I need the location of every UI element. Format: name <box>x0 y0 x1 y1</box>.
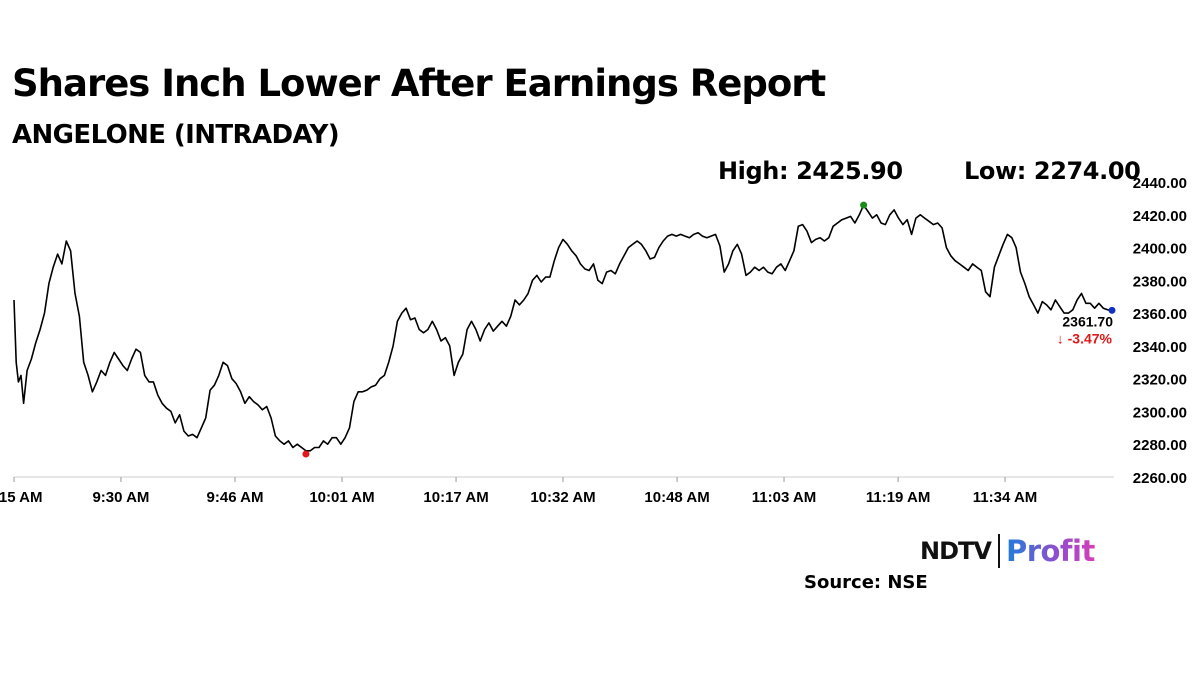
chart-title: Shares Inch Lower After Earnings Report <box>12 62 826 105</box>
last-price-marker <box>1108 306 1116 314</box>
x-tick-label: 10:48 AM <box>644 489 709 506</box>
y-tick-label: 2400.00 <box>1133 241 1187 258</box>
x-tick-label: 11:03 AM <box>752 489 816 506</box>
y-tick-label: 2260.00 <box>1133 470 1187 487</box>
x-tick-label: 9:46 AM <box>207 489 264 506</box>
y-tick-label: 2320.00 <box>1133 372 1187 389</box>
y-tick-label: 2440.00 <box>1133 175 1187 192</box>
logo-ndtv-text: NDTV <box>920 537 992 565</box>
price-change-label: ↓ -3.47% <box>1057 330 1113 346</box>
y-tick-label: 2280.00 <box>1133 437 1187 454</box>
y-tick-label: 2300.00 <box>1133 404 1187 421</box>
low-stat: Low: 2274.00 <box>964 157 1141 185</box>
y-tick-label: 2360.00 <box>1133 306 1187 323</box>
ndtv-profit-logo: NDTV Profit <box>920 533 1095 569</box>
y-tick-label: 2420.00 <box>1133 208 1187 225</box>
y-tick-label: 2340.00 <box>1133 339 1187 356</box>
x-tick-label: 11:34 AM <box>973 489 1037 506</box>
x-tick-label: 9:30 AM <box>92 489 149 506</box>
x-tick-label: 10:32 AM <box>530 489 595 506</box>
price-line <box>13 204 1113 452</box>
chart-subtitle: ANGELONE (INTRADAY) <box>12 120 340 150</box>
x-tick-label: 9:15 AM <box>0 489 42 506</box>
logo-divider <box>997 534 1000 568</box>
logo-profit-text: Profit <box>1005 534 1095 568</box>
x-tick-label: 10:01 AM <box>309 489 374 506</box>
low-marker <box>302 450 310 458</box>
x-tick-label: 11:19 AM <box>866 489 930 506</box>
source-note: Source: NSE <box>804 572 928 593</box>
high-stat: High: 2425.90 <box>718 157 903 185</box>
high-marker <box>860 201 868 209</box>
x-tick-label: 10:17 AM <box>423 489 488 506</box>
last-price-label: 2361.70 <box>1062 313 1113 329</box>
y-tick-label: 2380.00 <box>1133 273 1187 290</box>
